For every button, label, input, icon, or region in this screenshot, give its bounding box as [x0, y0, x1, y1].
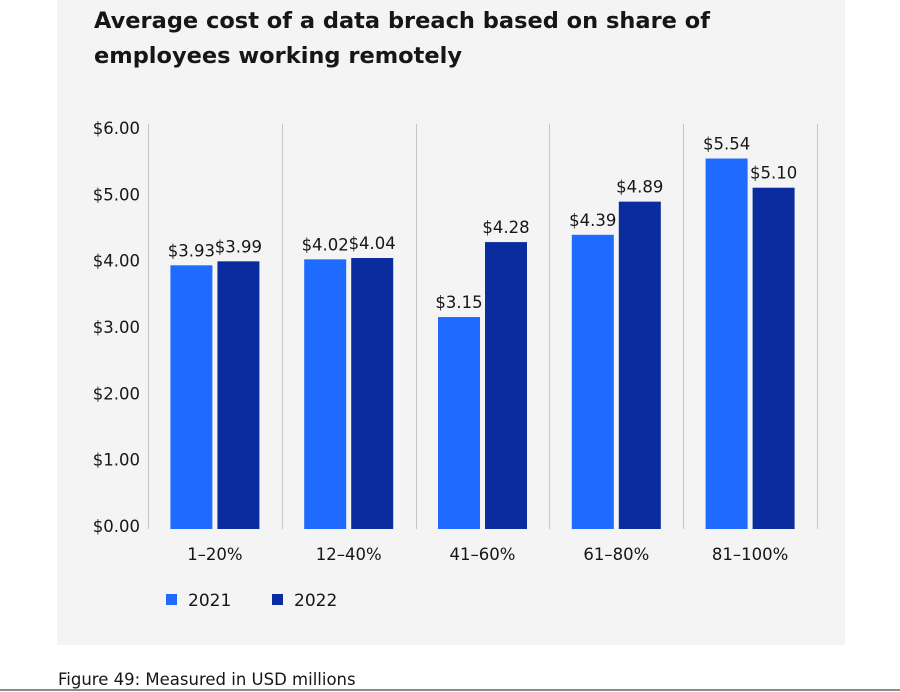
bar-2021	[304, 259, 347, 529]
y-tick-label: $1.00	[93, 451, 140, 470]
legend-swatch-2022	[272, 594, 283, 605]
data-label: $5.54	[703, 135, 750, 154]
y-tick-label: $0.00	[93, 517, 140, 536]
bar-2022	[618, 201, 661, 529]
data-labels: $3.93 $3.99 $4.02 $4.04 $3.15 $4.28 $4.39$4.89…	[168, 135, 797, 313]
bars	[170, 158, 795, 530]
bar-2022	[217, 261, 260, 529]
legend-label: 2022	[294, 591, 337, 611]
y-tick-label: $5.00	[93, 185, 140, 204]
grid-lines	[148, 124, 818, 529]
figure-caption: Figure 49: Measured in USD millions	[58, 670, 356, 689]
legend: 2021 2022	[166, 591, 337, 611]
y-tick-label: $4.00	[93, 252, 140, 271]
x-tick-label: 61–80%	[583, 545, 649, 564]
bar-2021	[571, 234, 614, 529]
data-label: $4.89	[616, 178, 663, 197]
chart-title: Average cost of a data breach based on s…	[94, 8, 711, 69]
x-tick-label: 81–100%	[712, 545, 788, 564]
y-tick-label: $3.00	[93, 318, 140, 337]
x-axis-ticks: 1–20% 12–40% 41–60% 61–80% 81–100%	[187, 545, 788, 564]
bar-2021	[438, 317, 480, 529]
data-label: $3.93	[168, 241, 215, 260]
x-tick-label: 12–40%	[316, 545, 382, 564]
data-label: $4.02	[302, 235, 349, 254]
x-tick-label: 41–60%	[450, 545, 516, 564]
data-label: $5.10	[750, 164, 797, 183]
data-label: $4.28	[482, 218, 529, 237]
bar-2021	[705, 158, 748, 529]
data-label: $3.15	[435, 293, 482, 312]
data-label: $4.39	[569, 211, 616, 230]
y-tick-label: $2.00	[93, 384, 140, 403]
bar-2022	[485, 242, 527, 530]
page-divider	[0, 689, 900, 691]
y-tick-label: $6.00	[93, 119, 140, 138]
data-label: $4.04	[349, 234, 396, 253]
data-label: $3.99	[215, 237, 262, 256]
legend-label: 2021	[188, 591, 231, 611]
legend-swatch-2021	[166, 594, 177, 605]
bar-2021	[170, 265, 213, 529]
x-tick-label: 1–20%	[187, 545, 242, 564]
y-axis-ticks: $0.00 $1.00 $2.00 $3.00 $4.00 $5.00 $6.00	[93, 119, 140, 536]
bar-2022	[351, 258, 394, 529]
bar-2022	[752, 187, 795, 529]
